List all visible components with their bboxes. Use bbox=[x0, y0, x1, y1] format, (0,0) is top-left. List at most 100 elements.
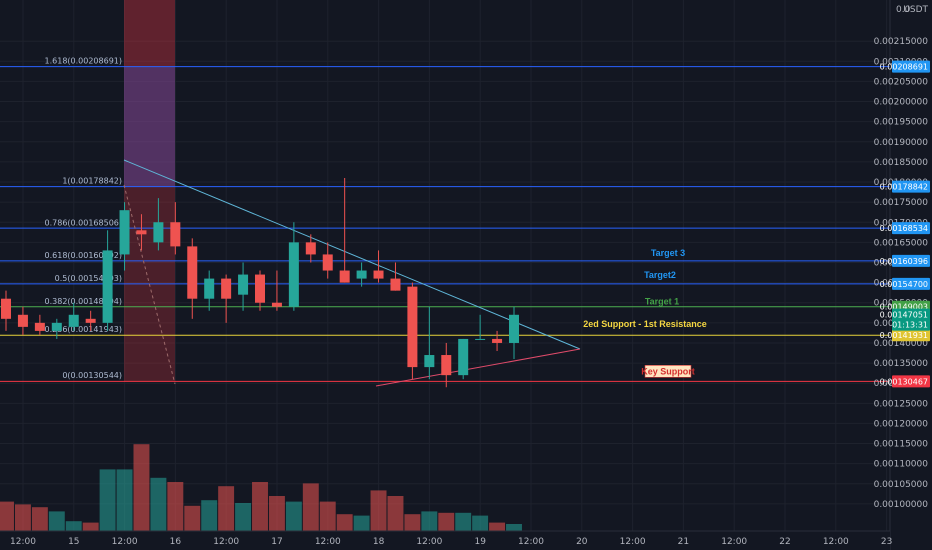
time-tick-label: 20 bbox=[576, 537, 588, 547]
price-badge bbox=[892, 254, 930, 267]
annotation-label: 2ed Support - 1st Resistance bbox=[583, 319, 707, 329]
candle-body bbox=[170, 222, 181, 247]
fibonacci-labels: 1.618(0.00208691) 1(0.00178842) 0.786(0.00… bbox=[45, 57, 123, 380]
time-tick-label: 12:00 bbox=[315, 537, 341, 547]
volume-bar bbox=[167, 482, 184, 531]
volume-bar bbox=[65, 521, 82, 531]
candle-body bbox=[271, 302, 282, 307]
fib-level-label: 0.5(0.00154693) bbox=[55, 274, 122, 283]
fib-level-label: 0.236(0.00141943) bbox=[45, 325, 123, 334]
volume-bar bbox=[184, 505, 201, 531]
price-badge-label: 0.00178842 bbox=[880, 183, 928, 192]
time-axis: 12:00 15 12:00 16 12:00 17 12:00 18 12:00 19 12:00… bbox=[0, 530, 892, 550]
price-tick-label: 0.00100000 bbox=[874, 500, 929, 510]
annotations: Target 3 Target2 Target 1 2ed Support - 1st… bbox=[583, 248, 707, 378]
candle-body bbox=[204, 278, 215, 299]
time-tick-label: 15 bbox=[68, 537, 79, 547]
volume-bar bbox=[0, 501, 14, 531]
volume-bar bbox=[472, 515, 489, 531]
position-box-risk bbox=[124, 0, 175, 187]
candle-body bbox=[373, 270, 384, 279]
volume-bar bbox=[235, 503, 252, 531]
time-axis-background bbox=[0, 531, 890, 550]
volume-bar bbox=[489, 522, 506, 531]
annotation-label: Target2 bbox=[644, 270, 676, 280]
bar-countdown: 01:13:31 bbox=[892, 321, 928, 330]
time-tick-label: 12:00 bbox=[721, 537, 747, 547]
volume-bar bbox=[319, 501, 336, 531]
price-badge-label: 0.00154700 bbox=[880, 280, 928, 289]
price-badge-label: 0.00141931 bbox=[880, 331, 928, 340]
candle-body bbox=[136, 230, 147, 235]
candle-body bbox=[68, 314, 79, 327]
time-tick-label: 18 bbox=[373, 537, 385, 547]
time-tick-label: 12:00 bbox=[518, 537, 544, 547]
price-tick-label: 0.00205000 bbox=[874, 77, 929, 87]
volume-bar bbox=[285, 501, 302, 531]
annotation-label: Target 3 bbox=[651, 248, 685, 258]
position-box bbox=[124, 0, 175, 382]
price-badge bbox=[892, 222, 930, 235]
price-tick-label: 0.00200000 bbox=[874, 98, 929, 108]
price-tick-label: 0.00140000 bbox=[874, 339, 929, 349]
time-tick-label: 17 bbox=[271, 537, 282, 547]
candle-body bbox=[475, 338, 486, 340]
price-badge bbox=[892, 180, 930, 193]
candle-body bbox=[85, 318, 96, 323]
fib-level-label: 1(0.00178842) bbox=[62, 177, 122, 186]
fib-diagonal bbox=[123, 184, 176, 385]
volume-bar bbox=[268, 496, 285, 531]
annotation-label: Key Support bbox=[641, 366, 695, 376]
time-tick-label: 12:00 bbox=[10, 537, 36, 547]
time-tick-label: 22 bbox=[779, 537, 790, 547]
time-tick-label: 12:00 bbox=[112, 537, 138, 547]
price-axis-top-label: 0.0 bbox=[896, 5, 911, 15]
price-tick-label: 0.00115000 bbox=[874, 440, 929, 450]
fib-level-label: 0.786(0.00168506) bbox=[45, 218, 123, 227]
price-badge bbox=[892, 329, 930, 342]
candle-body bbox=[339, 270, 350, 283]
price-tick-label: 0.00185000 bbox=[874, 158, 929, 168]
price-tick-label: 0.00120000 bbox=[874, 419, 929, 429]
volume-bar bbox=[218, 486, 235, 531]
candle-body bbox=[119, 210, 130, 255]
volume-bars bbox=[0, 444, 522, 531]
trendlines bbox=[123, 159, 581, 387]
time-tick-label: 19 bbox=[474, 537, 486, 547]
price-badge-label: 0.00149003 bbox=[880, 303, 928, 312]
time-tick-label: 21 bbox=[678, 537, 689, 547]
volume-bar bbox=[201, 500, 218, 531]
candle-body bbox=[288, 242, 299, 307]
time-tick-label: 12:00 bbox=[620, 537, 646, 547]
price-badge bbox=[892, 277, 930, 290]
fib-level-label: 1.618(0.00208691) bbox=[45, 57, 123, 66]
candle-body bbox=[322, 254, 333, 271]
volume-bar bbox=[150, 477, 167, 531]
descending-trendline bbox=[123, 159, 581, 350]
volume-bar bbox=[438, 512, 455, 531]
volume-bar bbox=[421, 511, 438, 531]
price-badge-label: 0.00168534 bbox=[880, 224, 928, 233]
horizontal-levels bbox=[0, 66, 890, 382]
time-tick-label: 16 bbox=[170, 537, 182, 547]
candle-body bbox=[17, 314, 28, 327]
volume-bar bbox=[302, 483, 319, 531]
candle-body bbox=[238, 274, 249, 295]
candle-body bbox=[255, 274, 265, 303]
candle-body bbox=[441, 355, 452, 376]
fib-level-label: 0(0.00130544) bbox=[62, 371, 122, 380]
volume-bar bbox=[353, 515, 370, 531]
price-badge-label: 0.00160396 bbox=[880, 257, 928, 266]
time-tick-label: 12:00 bbox=[823, 537, 849, 547]
time-tick-label: 12:00 bbox=[416, 537, 442, 547]
candle-body bbox=[458, 338, 469, 376]
last-price-badge bbox=[892, 308, 930, 331]
volume-bar bbox=[506, 524, 522, 531]
candle-body bbox=[102, 250, 113, 323]
candle-body bbox=[34, 322, 45, 331]
volume-bar bbox=[82, 522, 99, 531]
candle-body bbox=[424, 355, 435, 368]
fib-level-label: 0.382(0.00148994) bbox=[45, 297, 123, 306]
annotation-background bbox=[644, 365, 692, 378]
